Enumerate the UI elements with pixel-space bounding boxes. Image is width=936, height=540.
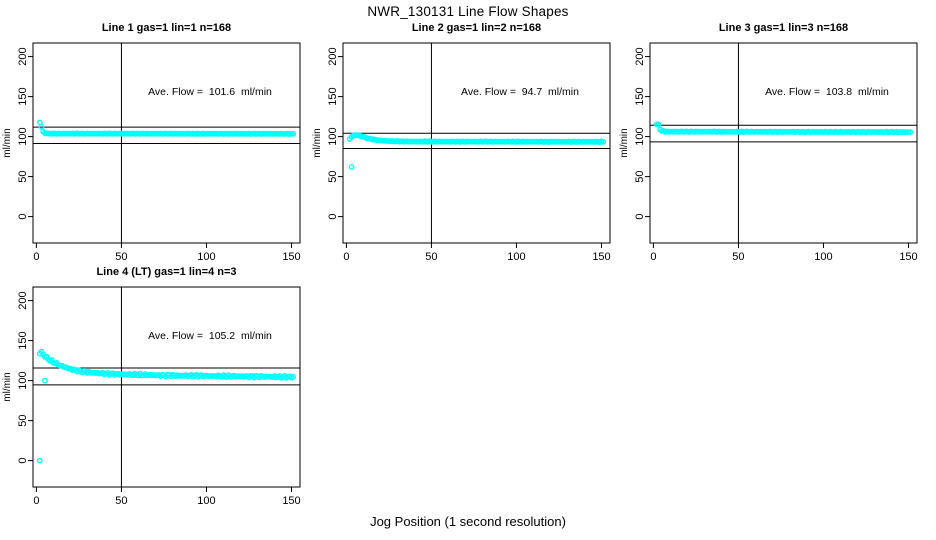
svg-text:100: 100 (634, 127, 646, 145)
svg-text:100: 100 (327, 127, 339, 145)
panel-line-3: Line 3 gas=1 lin=3 n=168 ml/min 0 50 100 15… (610, 18, 936, 268)
svg-text:150: 150 (17, 87, 29, 105)
svg-text:50: 50 (732, 251, 744, 263)
svg-text:150: 150 (282, 251, 300, 263)
svg-text:0: 0 (634, 214, 646, 220)
panel-line-3-title: Line 3 gas=1 lin=3 n=168 (718, 22, 849, 34)
svg-text:100: 100 (17, 371, 29, 389)
svg-text:150: 150 (327, 87, 339, 105)
svg-text:150: 150 (17, 331, 29, 349)
ave-flow-annotation-line-4: Ave. Flow = 105.2 ml/min (148, 330, 272, 342)
chart-title: NWR_130131 Line Flow Shapes (367, 4, 569, 19)
svg-text:0: 0 (33, 251, 39, 263)
panel-line-1-title: Line 1 gas=1 lin=1 n=168 (101, 22, 232, 34)
panel-line-2: Line 2 gas=1 lin=2 n=168 ml/min 0 50 100 15… (303, 18, 633, 268)
svg-text:200: 200 (17, 47, 29, 65)
panel-line-4-title: Line 4 (LT) gas=1 lin=4 n=3 (96, 266, 237, 278)
svg-text:50: 50 (115, 251, 127, 263)
plot-area-line-1: 0 50 100 150 0 50 100 150 200 (17, 42, 301, 263)
svg-text:50: 50 (327, 170, 339, 182)
svg-text:200: 200 (634, 47, 646, 65)
ave-flow-annotation-line-3: Ave. Flow = 103.8 ml/min (765, 86, 889, 98)
svg-text:50: 50 (425, 251, 437, 263)
ave-flow-annotation-line-1: Ave. Flow = 101.6 ml/min (148, 86, 272, 98)
ave-flow-annotation-line-2: Ave. Flow = 94.7 ml/min (461, 86, 579, 98)
plot-area-line-3: 0 50 100 150 0 50 100 150 200 (634, 42, 918, 263)
svg-text:0: 0 (17, 458, 29, 464)
panel-line-4: Line 4 (LT) gas=1 lin=4 n=3 ml/min 0 50 10… (0, 262, 323, 512)
svg-text:150: 150 (899, 251, 917, 263)
panel-line-1: Line 1 gas=1 lin=1 n=168 ml/min 0 50 100 15… (0, 18, 323, 268)
svg-text:50: 50 (634, 170, 646, 182)
x-axis-label: Jog Position (1 second resolution) (370, 514, 566, 529)
panel-line-2-title: Line 2 gas=1 lin=2 n=168 (411, 22, 542, 34)
svg-text:0: 0 (650, 251, 656, 263)
svg-text:100: 100 (507, 251, 525, 263)
svg-text:100: 100 (197, 495, 215, 507)
svg-text:50: 50 (17, 414, 29, 426)
svg-text:50: 50 (115, 495, 127, 507)
svg-text:100: 100 (814, 251, 832, 263)
svg-text:0: 0 (33, 495, 39, 507)
svg-text:50: 50 (17, 170, 29, 182)
svg-text:200: 200 (327, 47, 339, 65)
svg-text:150: 150 (282, 495, 300, 507)
svg-text:200: 200 (17, 291, 29, 309)
svg-text:0: 0 (327, 214, 339, 220)
svg-text:100: 100 (197, 251, 215, 263)
svg-text:0: 0 (343, 251, 349, 263)
svg-text:100: 100 (17, 127, 29, 145)
plot-area-line-4: 0 50 100 150 0 50 100 150 200 (17, 286, 301, 507)
svg-text:150: 150 (634, 87, 646, 105)
svg-text:0: 0 (17, 214, 29, 220)
svg-text:150: 150 (592, 251, 610, 263)
plot-area-line-2: 0 50 100 150 0 50 100 150 200 (327, 42, 611, 263)
